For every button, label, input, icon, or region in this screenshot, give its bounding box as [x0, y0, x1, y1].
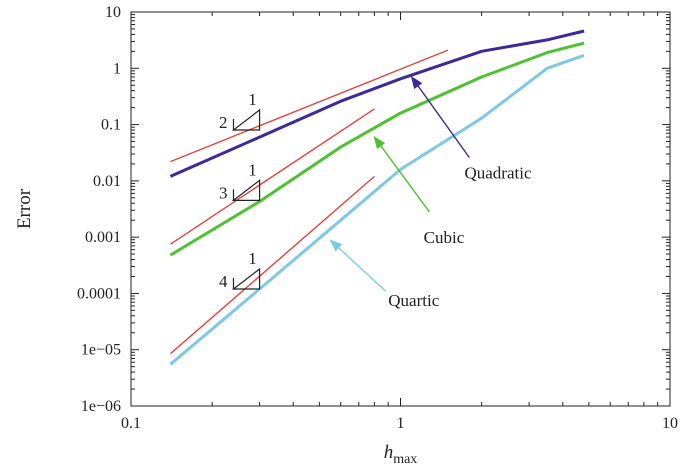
annotation-arrow-quadratic: [410, 75, 470, 158]
plot-frame: [130, 11, 671, 407]
reference-line-order-4: [169, 175, 375, 355]
annotation-label-cubic: Cubic: [424, 228, 465, 247]
slope-triangle-order-label: 2: [219, 113, 228, 132]
x-axis-label-subscript: max: [393, 452, 417, 467]
reference-line-order-2: [170, 49, 449, 163]
y-tick-label: 0.1: [101, 117, 121, 134]
y-tick-label: 1: [113, 60, 121, 77]
series-line-quartic: [169, 53, 585, 366]
x-tick-label: 1: [397, 415, 405, 432]
annotation-label-quadratic: Quadratic: [464, 164, 531, 183]
series-line-cubic: [169, 41, 585, 257]
y-tick-label: 1e−06: [81, 398, 121, 415]
reference-lines: [169, 49, 449, 355]
reference-line-order-3: [170, 108, 375, 245]
slope-triangle-order-label: 3: [219, 183, 228, 202]
slope-triangle-run-label: 1: [248, 249, 257, 268]
slope-triangles: 1 2 1 3 1 4: [219, 90, 261, 291]
y-tick-label: 0.001: [85, 229, 121, 246]
x-tick-label: 0.1: [121, 415, 141, 432]
y-tick-label: 10: [105, 4, 121, 21]
annotation-arrow-cubic: [373, 136, 430, 213]
y-tick-label: 0.01: [93, 173, 121, 190]
slope-triangle-order-4: [231, 267, 261, 290]
series-line-quadratic: [169, 29, 585, 178]
y-tick-label: 0.0001: [77, 285, 121, 302]
x-axis-label-main: h: [384, 442, 394, 463]
series-lines: [169, 29, 585, 366]
slope-triangle-order-label: 4: [219, 272, 228, 291]
slope-triangle-run-label: 1: [248, 160, 257, 179]
annotations: Quadratic Cubic Quartic: [329, 75, 532, 310]
slope-triangle-order-2: [231, 108, 261, 131]
annotation-label-quartic: Quartic: [388, 291, 439, 310]
slope-triangle-order-3: [231, 179, 261, 201]
x-tick-label: 10: [662, 415, 678, 432]
annotation-arrow-quartic: [329, 239, 387, 292]
axis-ticks: [130, 12, 670, 407]
slope-triangle-run-label: 1: [248, 90, 257, 109]
y-tick-label: 1e−05: [81, 342, 121, 359]
x-axis-label: hmax: [384, 442, 418, 467]
tick-labels: 0.1 1 10 10 1 0.1 0.01 0.001 0.0001 1e−05 1e−06: [77, 4, 678, 432]
y-axis-label: Error: [14, 188, 35, 229]
